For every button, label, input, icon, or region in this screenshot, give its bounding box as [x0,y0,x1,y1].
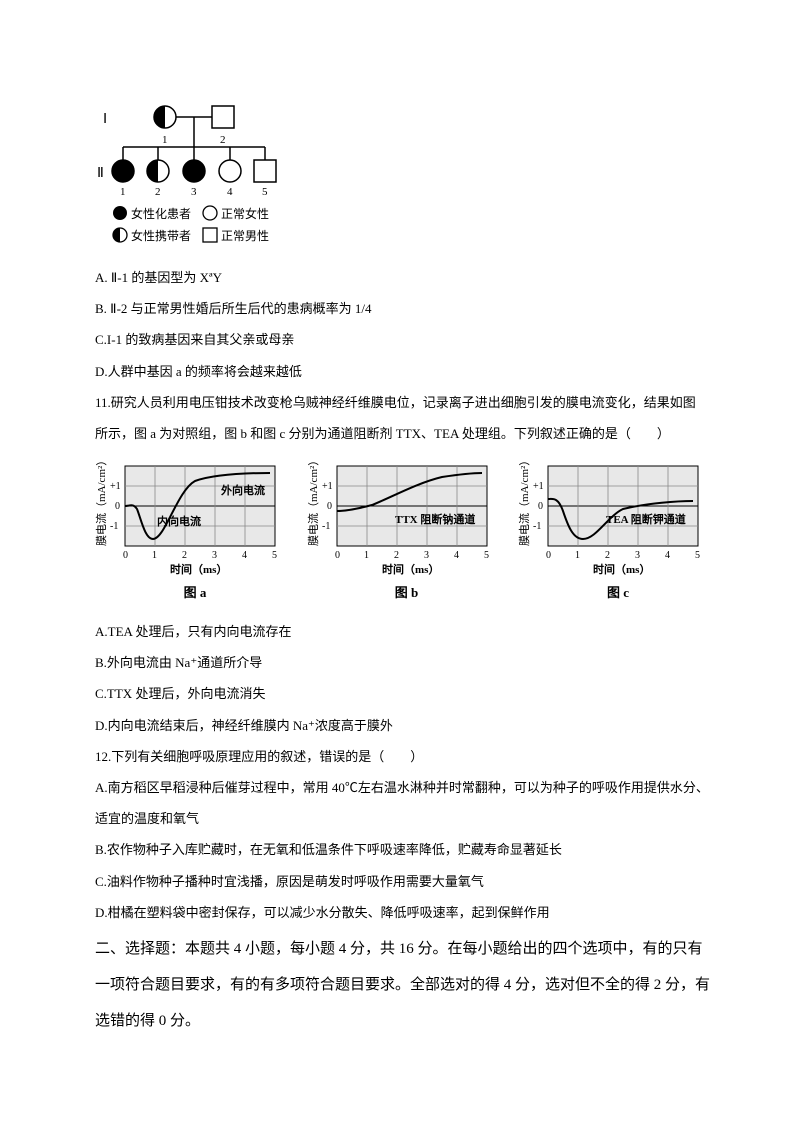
svg-text:0: 0 [546,550,551,561]
svg-text:3: 3 [212,550,217,561]
svg-text:2: 2 [155,186,161,198]
svg-text:-1: -1 [322,521,330,532]
svg-text:-1: -1 [110,521,118,532]
svg-text:5: 5 [262,186,268,198]
svg-text:时间（ms）: 时间（ms） [170,562,227,576]
svg-text:0: 0 [327,501,332,512]
svg-text:3: 3 [424,550,429,561]
svg-text:1: 1 [162,134,168,146]
graph-b: TTX 阻断钠通道 +1 0 -1 0 1 2 3 4 5 膜电流（mA/cm²… [307,461,507,608]
gen1-label: Ⅰ [103,112,107,127]
svg-text:4: 4 [665,550,670,561]
q10-optB: B. Ⅱ-2 与正常男性婚后所生后代的患病概率为 1/4 [95,293,718,324]
pedigree-svg: Ⅰ 1 2 Ⅱ 1 2 3 4 5 [95,95,290,250]
svg-text:4: 4 [242,550,247,561]
q12-optD: D.柑橘在塑料袋中密封保存，可以减少水分散失、降低呼吸速率，起到保鲜作用 [95,897,718,928]
svg-text:+1: +1 [322,481,333,492]
svg-text:5: 5 [695,550,700,561]
svg-text:1: 1 [575,550,580,561]
svg-text:3: 3 [191,186,197,198]
svg-text:3: 3 [635,550,640,561]
graph-c: TEA 阻断钾通道 +1 0 -1 0 1 2 3 4 5 膜电流（mA/cm²… [518,461,718,608]
graph-a-caption: 图 a [95,578,295,608]
section2-line2: 一项符合题目要求，有的有多项符合题目要求。全部选对的得 4 分，选对但不全的得 … [95,970,718,1000]
q10-optA: A. Ⅱ-1 的基因型为 XªY [95,262,718,293]
svg-text:2: 2 [394,550,399,561]
svg-text:2: 2 [182,550,187,561]
q10-optC: C.I-1 的致病基因来自其父亲或母亲 [95,324,718,355]
q11-stem-1: 11.研究人员利用电压钳技术改变枪乌贼神经纤维膜电位，记录离子进出细胞引发的膜电… [95,387,718,418]
q11-graphs: 外向电流 内向电流 +1 0 -1 0 1 2 3 4 5 膜电流（mA/cm²… [95,461,718,608]
graph-c-caption: 图 c [518,578,718,608]
svg-text:1: 1 [364,550,369,561]
pedigree-diagram: Ⅰ 1 2 Ⅱ 1 2 3 4 5 [95,95,718,250]
svg-text:膜电流（mA/cm²）: 膜电流（mA/cm²） [518,461,531,546]
q12-optC: C.油料作物种子播种时宜浅播，原因是萌发时呼吸作用需要大量氧气 [95,866,718,897]
graph-b-caption: 图 b [307,578,507,608]
svg-text:0: 0 [123,550,128,561]
section2-line3: 选错的得 0 分。 [95,1006,718,1036]
q12-stem: 12.下列有关细胞呼吸原理应用的叙述，错误的是（ ） [95,741,718,772]
svg-text:正常女性: 正常女性 [221,206,269,221]
svg-text:0: 0 [335,550,340,561]
q11-optA: A.TEA 处理后，只有内向电流存在 [95,616,718,647]
svg-text:女性携带者: 女性携带者 [131,228,191,243]
svg-text:TTX 阻断钠通道: TTX 阻断钠通道 [395,512,475,526]
svg-text:女性化患者: 女性化患者 [131,206,191,221]
q10-optD: D.人群中基因 a 的频率将会越来越低 [95,356,718,387]
svg-text:1: 1 [120,186,126,198]
q12-optA-1: A.南方稻区早稻浸种后催芽过程中，常用 40℃左右温水淋种并时常翻种，可以为种子… [95,772,718,803]
svg-text:内向电流: 内向电流 [157,514,201,528]
svg-text:4: 4 [454,550,459,561]
svg-text:正常男性: 正常男性 [221,229,269,243]
svg-text:0: 0 [115,501,120,512]
q11-optB: B.外向电流由 Na⁺通道所介导 [95,647,718,678]
svg-text:膜电流（mA/cm²）: 膜电流（mA/cm²） [95,461,108,546]
svg-text:+1: +1 [533,481,544,492]
svg-text:外向电流: 外向电流 [220,483,265,497]
q11-optC: C.TTX 处理后，外向电流消失 [95,678,718,709]
svg-text:1: 1 [152,550,157,561]
svg-text:0: 0 [538,501,543,512]
section2-line1: 二、选择题：本题共 4 小题，每小题 4 分，共 16 分。在每小题给出的四个选… [95,934,718,964]
graph-a: 外向电流 内向电流 +1 0 -1 0 1 2 3 4 5 膜电流（mA/cm²… [95,461,295,608]
q12-optA-2: 适宜的温度和氧气 [95,803,718,834]
svg-text:-1: -1 [533,521,541,532]
svg-text:2: 2 [605,550,610,561]
svg-text:4: 4 [227,186,233,198]
q11-stem-2: 所示，图 a 为对照组，图 b 和图 c 分别为通道阻断剂 TTX、TEA 处理… [95,418,718,449]
svg-text:时间（ms）: 时间（ms） [382,562,439,576]
svg-text:2: 2 [220,134,226,146]
svg-text:时间（ms）: 时间（ms） [593,562,650,576]
q11-optD: D.内向电流结束后，神经纤维膜内 Na⁺浓度高于膜外 [95,710,718,741]
svg-text:+1: +1 [110,481,121,492]
q12-optB: B.农作物种子入库贮藏时，在无氧和低温条件下呼吸速率降低，贮藏寿命显著延长 [95,834,718,865]
svg-text:5: 5 [272,550,277,561]
gen2-label: Ⅱ [97,166,104,181]
svg-text:膜电流（mA/cm²）: 膜电流（mA/cm²） [307,461,320,546]
svg-text:TEA 阻断钾通道: TEA 阻断钾通道 [606,512,686,526]
svg-text:5: 5 [484,550,489,561]
